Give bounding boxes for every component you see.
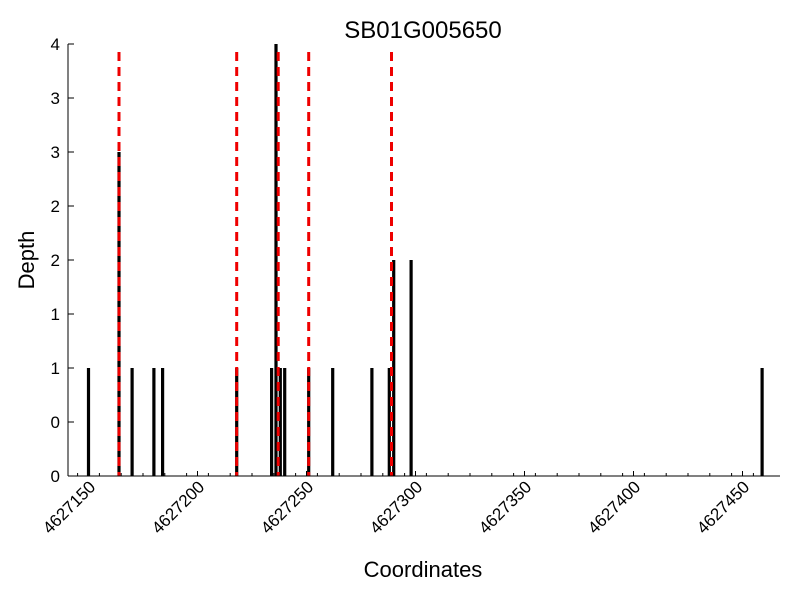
y-tick-label: 1 — [51, 359, 60, 378]
x-axis-label: Coordinates — [364, 557, 483, 582]
y-ticks: 0 0 1 1 2 2 3 3 4 — [51, 35, 74, 486]
depth-bar — [270, 368, 274, 476]
chart-title: SB01G005650 — [344, 17, 501, 44]
axes-layer — [67, 44, 780, 477]
depth-bar — [307, 368, 311, 476]
x-tick-label: 4627300 — [366, 477, 426, 537]
depth-bar — [409, 260, 413, 476]
depth-bar — [370, 368, 374, 476]
y-tick-label: 4 — [51, 35, 60, 54]
depth-bar — [130, 368, 134, 476]
x-tick-label: 4627250 — [257, 477, 317, 537]
x-tick-label: 4627450 — [693, 477, 753, 537]
depth-bar — [760, 368, 764, 476]
x-ticks: 4627150 4627200 4627250 4627300 4627350 46274… — [39, 471, 754, 538]
x-tick-label: 4627400 — [584, 477, 644, 537]
depth-bar — [392, 260, 396, 476]
bars-layer — [86, 44, 764, 476]
x-tick-label: 4627150 — [39, 477, 99, 537]
y-tick-label: 2 — [51, 251, 60, 270]
y-axis-label: Depth — [14, 231, 39, 290]
markers-layer — [117, 52, 393, 476]
x-tick-label: 4627350 — [475, 477, 535, 537]
depth-bar — [331, 368, 335, 476]
y-tick-label: 0 — [51, 413, 60, 432]
y-tick-label: 0 — [51, 467, 60, 486]
depth-bar — [86, 368, 91, 476]
y-tick-label: 3 — [51, 143, 60, 162]
y-tick-label: 2 — [51, 197, 60, 216]
depth-bar — [152, 368, 156, 476]
y-tick-label: 3 — [51, 89, 60, 108]
depth-bar — [161, 368, 165, 476]
depth-bar — [278, 368, 282, 476]
depth-bar — [235, 368, 239, 476]
x-tick-label: 4627200 — [148, 477, 208, 537]
y-tick-label: 1 — [51, 305, 60, 324]
depth-bar — [283, 368, 287, 476]
depth-bar — [387, 368, 391, 476]
depth-bar — [274, 44, 278, 476]
